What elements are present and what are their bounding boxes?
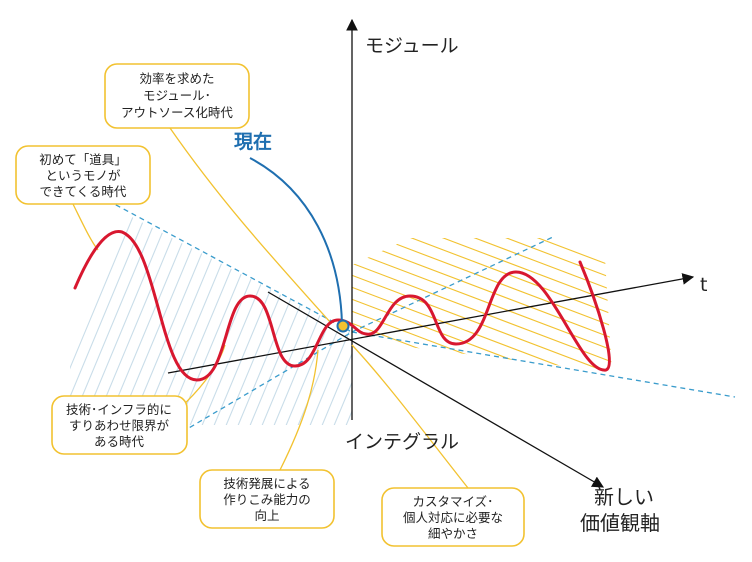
integral-axis-label: インテグラル <box>345 431 459 453</box>
callout-tech-infra: 技術･インフラ的に すりあわせ限界が ある時代 <box>51 395 188 455</box>
svg-text:技術発展による: 技術発展による <box>223 476 310 491</box>
future-era-hatching <box>352 238 612 372</box>
modular-axis-label: モジュール <box>365 35 459 57</box>
new-value-axis <box>267 291 605 488</box>
svg-text:細やかさ: 細やかさ <box>428 526 478 541</box>
callout-tools-era: 初めて「道具」 というモノが できてくる時代 <box>15 145 151 205</box>
callout-modular-outsourcing: 効率を求めた モジュール･ アウトソース化時代 <box>104 63 250 129</box>
svg-text:向上: 向上 <box>254 508 279 523</box>
new-axis-label-line2: 価値観軸 <box>580 511 660 535</box>
svg-text:個人対応に必要な: 個人対応に必要な <box>403 510 503 525</box>
now-pointer-line <box>249 157 343 325</box>
value-wave <box>73 230 611 382</box>
new-axis-label-line1: 新しい <box>594 485 654 509</box>
time-axis <box>167 273 695 374</box>
svg-text:モジュール･: モジュール･ <box>143 88 211 103</box>
svg-text:すりあわせ限界が: すりあわせ限界が <box>69 418 170 433</box>
now-marker <box>336 319 350 333</box>
svg-text:ある時代: ある時代 <box>94 434 145 449</box>
guide-lower-left <box>181 331 353 433</box>
svg-text:カスタマイズ･: カスタマイズ･ <box>413 494 494 509</box>
now-label: 現在 <box>234 130 272 153</box>
guide-upper-right <box>351 235 556 333</box>
guide-upper-left <box>91 191 353 333</box>
svg-text:というモノが: というモノが <box>45 168 121 183</box>
svg-text:初めて「道具」: 初めて「道具」 <box>39 152 127 167</box>
svg-text:アウトソース化時代: アウトソース化時代 <box>121 105 233 120</box>
axes <box>167 18 695 488</box>
callout-tech-development: 技術発展による 作りこみ能力の 向上 <box>199 469 335 529</box>
svg-text:効率を求めた: 効率を求めた <box>139 71 214 86</box>
guide-lines <box>91 191 736 433</box>
callout-customization: カスタマイズ･ 個人対応に必要な 細やかさ <box>381 487 525 547</box>
time-axis-label: t <box>700 274 707 296</box>
svg-text:技術･インフラ的に: 技術･インフラ的に <box>66 402 172 417</box>
svg-text:作りこみ能力の: 作りこみ能力の <box>223 492 311 507</box>
guide-lower-right <box>351 331 736 398</box>
svg-text:できてくる時代: できてくる時代 <box>40 184 127 199</box>
